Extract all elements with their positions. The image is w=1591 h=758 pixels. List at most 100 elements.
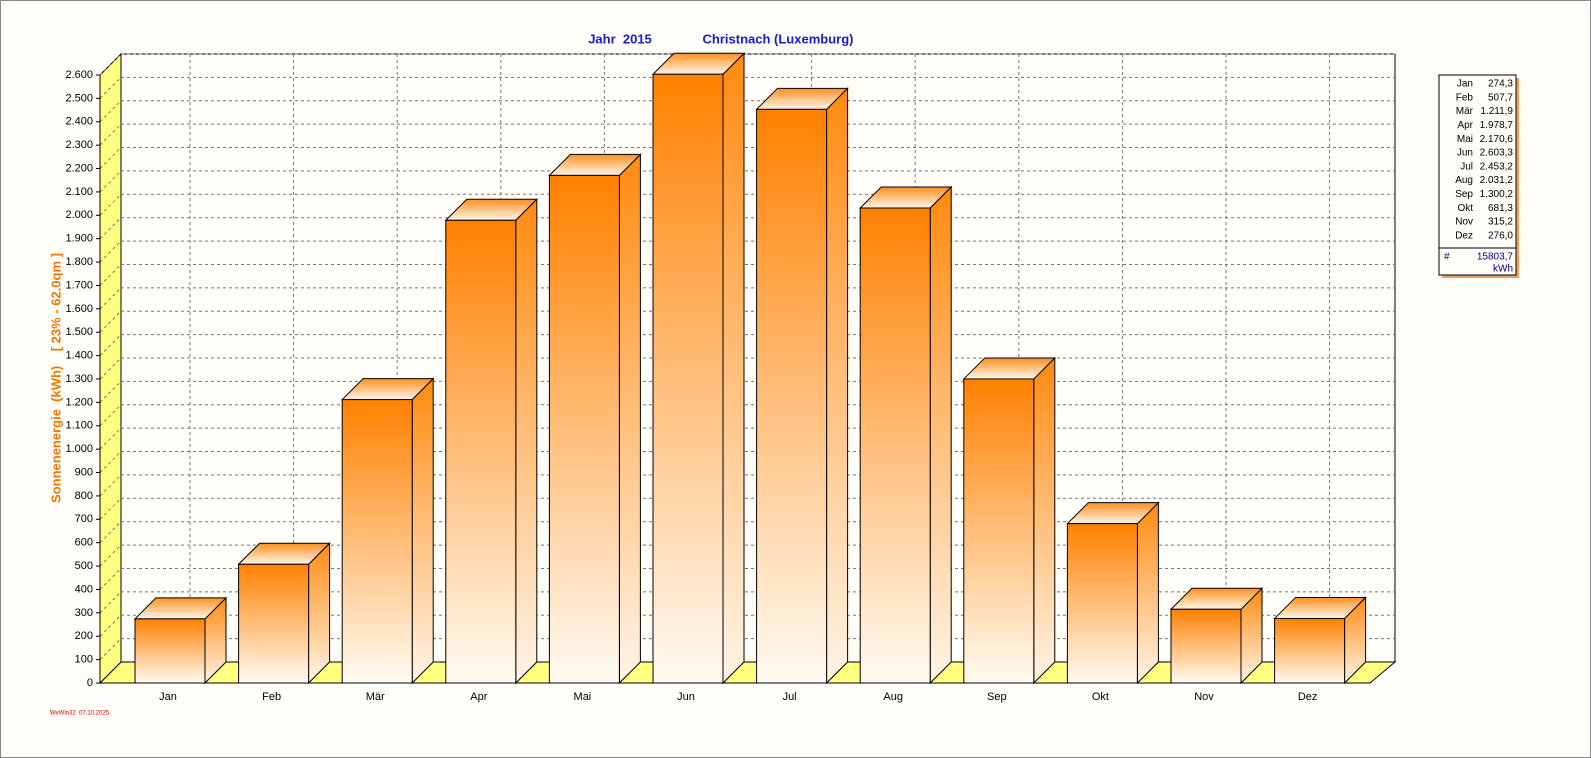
y-tick-label: 500 — [75, 560, 93, 572]
legend-value: 1.211,9 — [1480, 106, 1513, 117]
total-unit: kWh — [1493, 264, 1513, 275]
y-tick-label: 1.700 — [65, 279, 93, 291]
bar-front — [341, 399, 413, 684]
legend-value: 2.170,6 — [1480, 134, 1514, 145]
grid-line — [99, 310, 122, 333]
grid-line — [99, 427, 122, 450]
y-tick-label: 2.500 — [65, 92, 93, 104]
bar-side — [618, 153, 641, 685]
grid-line — [99, 451, 122, 473]
x-tick-label: Mai — [574, 691, 592, 703]
legend: Jan 274,3 Feb 507,7 Mär 1.211,9 Apr 1.978,7 Mai 2… — [1438, 74, 1519, 278]
bar-front — [548, 174, 620, 684]
footer: WvWin32 07.10.2025 — [50, 711, 110, 717]
legend-label: Aug — [1455, 175, 1473, 186]
bar — [962, 356, 1057, 685]
bar-front — [134, 618, 206, 684]
bar — [651, 52, 746, 685]
y-tick-label: 600 — [75, 537, 93, 549]
bar-front — [1170, 608, 1242, 684]
grid-line — [99, 357, 122, 380]
y-tick-label: 300 — [75, 607, 93, 619]
grid-line — [99, 474, 122, 497]
bar — [237, 542, 331, 685]
legend-value: 274,3 — [1488, 79, 1513, 90]
grid-line — [99, 100, 122, 123]
legend-label: Jun — [1457, 148, 1473, 159]
grid-line — [99, 193, 122, 216]
grid-line — [99, 544, 122, 567]
legend-value: 2.603,3 — [1480, 148, 1514, 159]
bar-side — [929, 185, 952, 685]
legend-label: Nov — [1455, 217, 1473, 228]
bar — [444, 198, 539, 685]
legend-label: Jul — [1460, 161, 1473, 172]
grid-line — [99, 287, 122, 310]
y-tick-label: 2.400 — [65, 116, 93, 128]
y-tick-label: 2.200 — [65, 162, 93, 174]
y-tick-label: 200 — [75, 630, 93, 642]
chart-title: Jahr 2015 — [588, 31, 652, 46]
bar-front — [1274, 617, 1346, 684]
grid-line — [99, 497, 122, 520]
legend-label: Jan — [1457, 79, 1473, 90]
grid-line — [99, 614, 122, 637]
y-tick-label: 1.600 — [65, 303, 93, 315]
legend-value: 276,0 — [1488, 230, 1513, 241]
y-tick-label: 1.900 — [65, 233, 93, 245]
legend-label: Mai — [1457, 134, 1473, 145]
bar-side — [411, 377, 434, 685]
y-tick-label: 100 — [75, 654, 93, 666]
y-tick-label: 1.400 — [65, 350, 93, 362]
legend-label: Mär — [1456, 106, 1474, 117]
y-tick-label: 2.600 — [65, 69, 93, 81]
x-tick-label: Mär — [366, 691, 385, 703]
bar — [1066, 501, 1160, 685]
y-tick-label: 2.000 — [65, 209, 93, 221]
legend-value: 2.453,2 — [1480, 161, 1514, 172]
bar-side — [722, 52, 745, 685]
legend-value: 2.031,2 — [1480, 175, 1514, 186]
grid-line — [99, 638, 122, 660]
y-tick-label: 1.800 — [65, 256, 93, 268]
legend-label: Okt — [1457, 203, 1473, 214]
bar-side — [308, 542, 331, 685]
grid-line — [99, 53, 122, 76]
x-tick-label: Aug — [883, 691, 903, 703]
y-tick-label: 2.100 — [65, 186, 93, 198]
grid-line — [99, 591, 122, 614]
legend-label: Feb — [1456, 92, 1474, 103]
y-tick-label: 1.500 — [65, 326, 93, 338]
y-tick-label: 1.100 — [65, 420, 93, 432]
grid-line — [99, 240, 122, 263]
bar-front — [859, 207, 931, 684]
grid-line — [99, 123, 122, 146]
x-tick-label: Jan — [159, 691, 177, 703]
bar-front — [445, 219, 517, 684]
bar-side — [515, 198, 538, 685]
legend-label: Dez — [1455, 230, 1473, 241]
y-tick-label: 900 — [75, 466, 93, 478]
bar-front — [963, 378, 1035, 684]
y-tick-label: 400 — [75, 583, 93, 595]
y-tick-label: 1.000 — [65, 443, 93, 455]
bar-side — [1136, 501, 1159, 685]
x-tick-label: Feb — [262, 691, 281, 703]
legend-value: 315,2 — [1488, 217, 1513, 228]
x-tick-label: Jul — [783, 691, 797, 703]
grid-line — [99, 217, 122, 240]
grid-line — [99, 147, 122, 169]
x-tick-label: Apr — [470, 691, 487, 703]
bar — [133, 596, 228, 685]
legend-label: Sep — [1455, 189, 1473, 200]
grid-line — [99, 404, 122, 427]
y-tick-label: 1.300 — [65, 373, 93, 385]
x-tick-label: Okt — [1092, 691, 1109, 703]
grid-line — [99, 521, 122, 544]
y-tick-label: 800 — [75, 490, 93, 502]
y-tick-label: 2.300 — [65, 139, 93, 151]
x-tick-label: Nov — [1194, 691, 1214, 703]
grid-line — [99, 264, 122, 286]
